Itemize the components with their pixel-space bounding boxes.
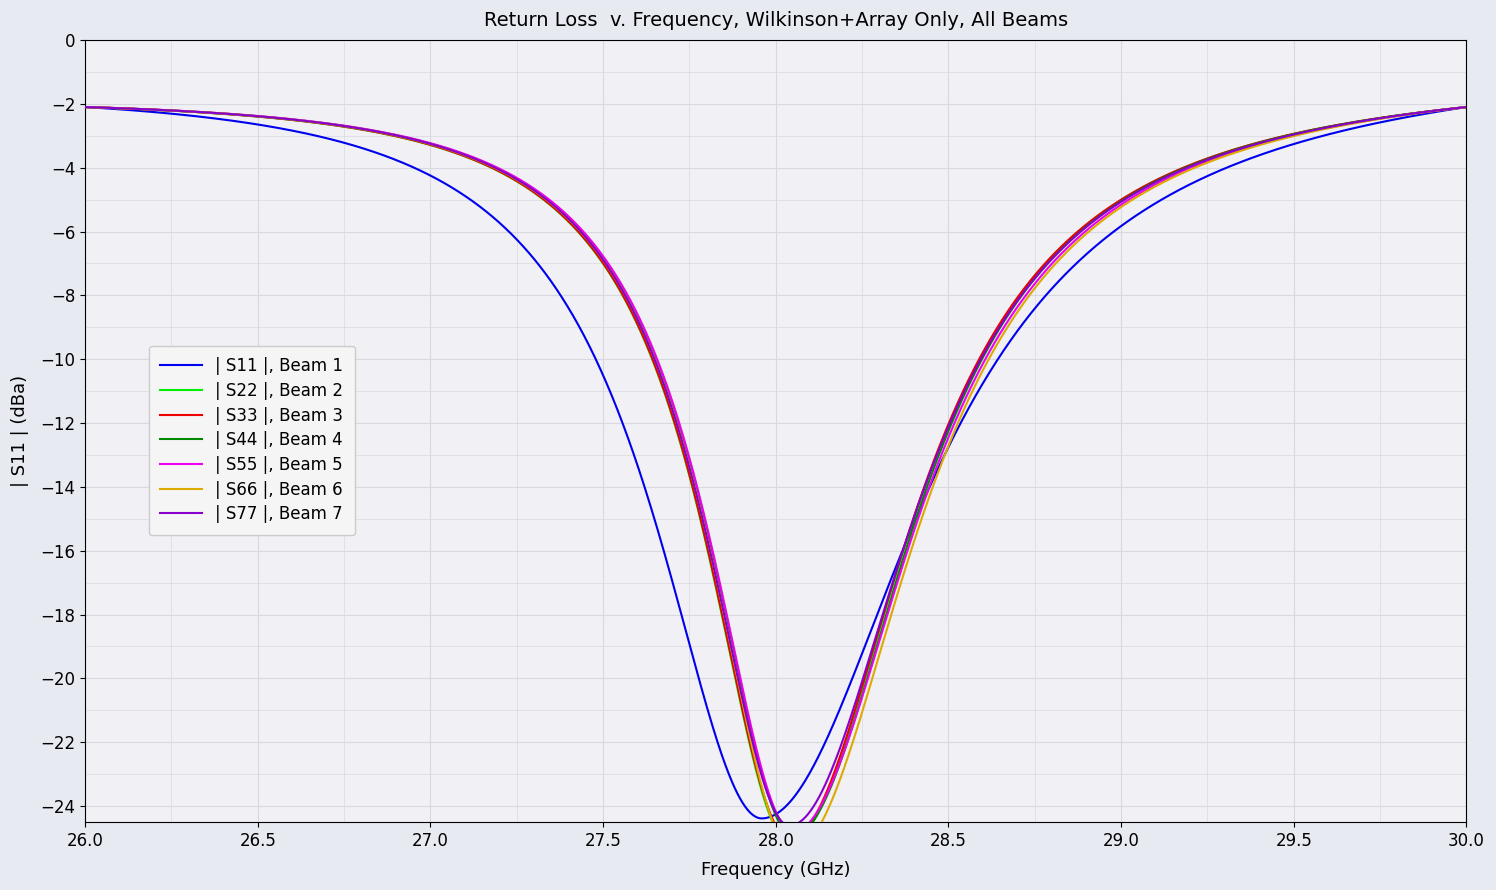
Title: Return Loss  v. Frequency, Wilkinson+Array Only, All Beams: Return Loss v. Frequency, Wilkinson+Arra… bbox=[483, 11, 1068, 30]
| S33 |, Beam 3 bbox=[1164, 166, 1182, 177]
| S22 |, Beam 2 bbox=[781, 837, 799, 847]
| S77 |, Beam 7 bbox=[76, 101, 94, 112]
| S33 |, Beam 3 bbox=[781, 833, 799, 844]
| S11 |, Beam 1 bbox=[748, 812, 766, 822]
| S11 |, Beam 1 bbox=[1417, 109, 1435, 119]
| S66 |, Beam 6 bbox=[711, 591, 729, 602]
| S55 |, Beam 5 bbox=[1457, 101, 1475, 112]
| S22 |, Beam 2 bbox=[748, 768, 766, 779]
| S22 |, Beam 2 bbox=[1418, 106, 1436, 117]
| S66 |, Beam 6 bbox=[1418, 107, 1436, 117]
| S44 |, Beam 4 bbox=[784, 830, 802, 841]
X-axis label: Frequency (GHz): Frequency (GHz) bbox=[702, 861, 851, 879]
| S22 |, Beam 2 bbox=[711, 602, 729, 612]
Line: | S55 |, Beam 5: | S55 |, Beam 5 bbox=[85, 107, 1466, 831]
| S11 |, Beam 1 bbox=[1418, 108, 1436, 118]
| S33 |, Beam 3 bbox=[1457, 101, 1475, 112]
| S11 |, Beam 1 bbox=[752, 813, 770, 824]
| S66 |, Beam 6 bbox=[147, 104, 165, 115]
| S44 |, Beam 4 bbox=[1418, 106, 1436, 117]
| S22 |, Beam 2 bbox=[147, 104, 165, 115]
| S66 |, Beam 6 bbox=[76, 101, 94, 112]
| S22 |, Beam 2 bbox=[1164, 167, 1182, 178]
| S66 |, Beam 6 bbox=[1164, 172, 1182, 182]
| S22 |, Beam 2 bbox=[1457, 101, 1475, 112]
| S77 |, Beam 7 bbox=[1417, 107, 1435, 117]
| S33 |, Beam 3 bbox=[1418, 106, 1436, 117]
Line: | S33 |, Beam 3: | S33 |, Beam 3 bbox=[85, 107, 1466, 838]
| S44 |, Beam 4 bbox=[1417, 106, 1435, 117]
| S55 |, Beam 5 bbox=[1417, 107, 1435, 117]
| S55 |, Beam 5 bbox=[748, 745, 766, 756]
| S77 |, Beam 7 bbox=[1164, 168, 1182, 179]
Line: | S11 |, Beam 1: | S11 |, Beam 1 bbox=[85, 107, 1466, 819]
| S33 |, Beam 3 bbox=[147, 104, 165, 115]
| S11 |, Beam 1 bbox=[76, 101, 94, 112]
| S55 |, Beam 5 bbox=[147, 104, 165, 115]
| S77 |, Beam 7 bbox=[1418, 106, 1436, 117]
| S44 |, Beam 4 bbox=[1457, 101, 1475, 112]
| S11 |, Beam 1 bbox=[1457, 101, 1475, 112]
| S11 |, Beam 1 bbox=[1164, 188, 1182, 198]
| S11 |, Beam 1 bbox=[711, 745, 729, 756]
| S66 |, Beam 6 bbox=[748, 761, 766, 772]
| S44 |, Beam 4 bbox=[76, 101, 94, 112]
| S77 |, Beam 7 bbox=[147, 104, 165, 115]
| S22 |, Beam 2 bbox=[1417, 106, 1435, 117]
| S33 |, Beam 3 bbox=[748, 765, 766, 775]
| S66 |, Beam 6 bbox=[784, 845, 802, 855]
Line: | S22 |, Beam 2: | S22 |, Beam 2 bbox=[85, 107, 1466, 842]
| S33 |, Beam 3 bbox=[711, 600, 729, 611]
Y-axis label: | S11 | (dBa): | S11 | (dBa) bbox=[10, 375, 28, 487]
| S77 |, Beam 7 bbox=[1457, 101, 1475, 112]
| S77 |, Beam 7 bbox=[781, 821, 799, 831]
| S55 |, Beam 5 bbox=[711, 579, 729, 590]
| S44 |, Beam 4 bbox=[748, 748, 766, 759]
| S66 |, Beam 6 bbox=[1457, 101, 1475, 112]
| S22 |, Beam 2 bbox=[76, 101, 94, 112]
Line: | S44 |, Beam 4: | S44 |, Beam 4 bbox=[85, 107, 1466, 836]
Line: | S66 |, Beam 6: | S66 |, Beam 6 bbox=[85, 107, 1466, 850]
| S33 |, Beam 3 bbox=[76, 101, 94, 112]
| S77 |, Beam 7 bbox=[711, 591, 729, 602]
| S55 |, Beam 5 bbox=[1164, 170, 1182, 181]
| S11 |, Beam 1 bbox=[147, 107, 165, 117]
| S55 |, Beam 5 bbox=[784, 826, 802, 837]
Line: | S77 |, Beam 7: | S77 |, Beam 7 bbox=[85, 107, 1466, 826]
Legend: | S11 |, Beam 1, | S22 |, Beam 2, | S33 |, Beam 3, | S44 |, Beam 4, | S55 |, Bea: | S11 |, Beam 1, | S22 |, Beam 2, | S33 … bbox=[148, 345, 355, 535]
| S66 |, Beam 6 bbox=[1417, 107, 1435, 117]
| S33 |, Beam 3 bbox=[1417, 106, 1435, 117]
| S55 |, Beam 5 bbox=[1418, 107, 1436, 117]
| S44 |, Beam 4 bbox=[1164, 167, 1182, 178]
| S77 |, Beam 7 bbox=[748, 753, 766, 764]
| S44 |, Beam 4 bbox=[711, 582, 729, 593]
| S44 |, Beam 4 bbox=[147, 104, 165, 115]
| S55 |, Beam 5 bbox=[76, 101, 94, 112]
